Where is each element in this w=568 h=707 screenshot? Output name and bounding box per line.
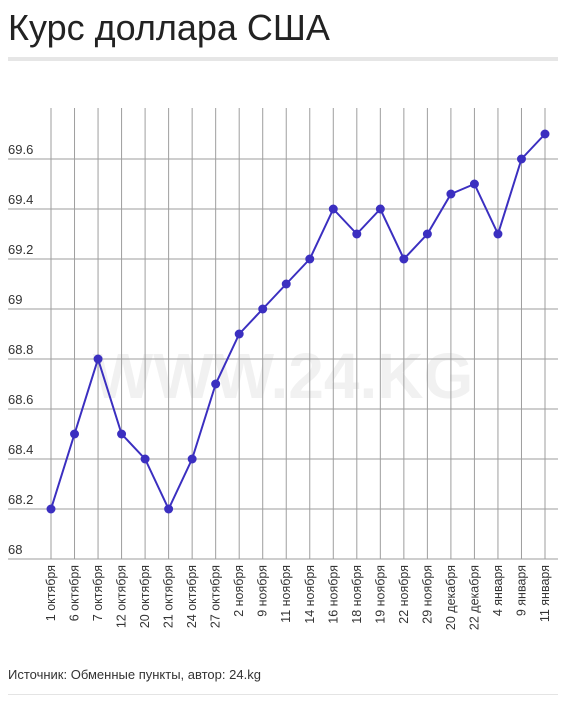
watermark: WWW.24.KG: [93, 340, 473, 412]
x-tick-label: 2 ноября: [232, 565, 246, 617]
series-usd-rate: [46, 129, 550, 514]
x-tick-label: 18 ноября: [350, 565, 364, 624]
x-tick-label: 14 ноября: [303, 565, 317, 624]
data-point[interactable]: [187, 454, 197, 464]
y-tick-label: 68.6: [8, 392, 33, 407]
x-tick-label: 16 ноября: [326, 565, 340, 624]
x-tick-label: 11 января: [538, 565, 552, 622]
x-tick-label: 7 октября: [91, 565, 105, 621]
footer-divider: [8, 694, 558, 695]
x-tick-label: 29 ноября: [420, 565, 434, 624]
data-point[interactable]: [446, 189, 456, 199]
data-point[interactable]: [399, 254, 409, 264]
x-tick-label: 9 января: [514, 565, 528, 616]
data-point[interactable]: [540, 129, 550, 139]
series-line: [50, 133, 546, 510]
data-point[interactable]: [117, 429, 127, 439]
data-point[interactable]: [422, 229, 432, 239]
data-point[interactable]: [375, 204, 385, 214]
y-tick-label: 69.6: [8, 142, 33, 157]
x-tick-label: 22 ноября: [397, 565, 411, 624]
x-tick-label: 12 октября: [115, 565, 129, 628]
line-chart: WWW.24.KG 68 68.2 68.4 68.6 68.8 69 69.2 69.4 69…: [8, 108, 558, 630]
x-tick-label: 9 ноября: [256, 565, 270, 617]
x-tick-label: 1 октября: [44, 565, 58, 621]
data-point[interactable]: [164, 504, 174, 514]
x-axis-ticks: 1 октября 6 октября 7 октября 12 октября 20 …: [44, 565, 552, 630]
data-point[interactable]: [93, 354, 103, 364]
x-tick-label: 27 октября: [209, 565, 223, 628]
data-point[interactable]: [140, 454, 150, 464]
data-point[interactable]: [469, 179, 479, 189]
y-tick-label: 68.8: [8, 342, 33, 357]
x-tick-label: 20 октября: [138, 565, 152, 628]
y-axis-ticks: 68 68.2 68.4 68.6 68.8 69 69.2 69.4 69.6: [8, 142, 33, 557]
data-point[interactable]: [305, 254, 315, 264]
x-tick-label: 6 октября: [68, 565, 82, 621]
y-tick-label: 69: [8, 292, 22, 307]
y-tick-label: 69.4: [8, 192, 33, 207]
data-point[interactable]: [70, 429, 80, 439]
data-point[interactable]: [258, 304, 268, 314]
title-divider: [8, 57, 558, 61]
source-note: Источник: Обменные пункты, автор: 24.kg: [8, 667, 261, 682]
data-point[interactable]: [493, 229, 503, 239]
x-tick-label: 20 декабря: [444, 565, 458, 630]
data-point[interactable]: [281, 279, 291, 289]
data-point[interactable]: [516, 154, 526, 164]
grid-layer: [8, 108, 558, 560]
y-tick-label: 68.4: [8, 442, 33, 457]
data-point[interactable]: [234, 329, 244, 339]
y-tick-label: 69.2: [8, 242, 33, 257]
x-tick-label: 24 октября: [185, 565, 199, 628]
x-tick-label: 21 октября: [162, 565, 176, 628]
chart-title: Курс доллара США: [8, 7, 330, 48]
data-point[interactable]: [328, 204, 338, 214]
x-tick-label: 11 ноября: [279, 565, 293, 623]
x-tick-label: 22 декабря: [467, 565, 481, 630]
y-tick-label: 68: [8, 542, 22, 557]
y-tick-label: 68.2: [8, 492, 33, 507]
x-tick-label: 19 ноября: [373, 565, 387, 624]
data-point[interactable]: [352, 229, 362, 239]
data-point[interactable]: [211, 379, 221, 389]
data-point[interactable]: [46, 504, 56, 514]
x-tick-label: 4 января: [491, 565, 505, 616]
